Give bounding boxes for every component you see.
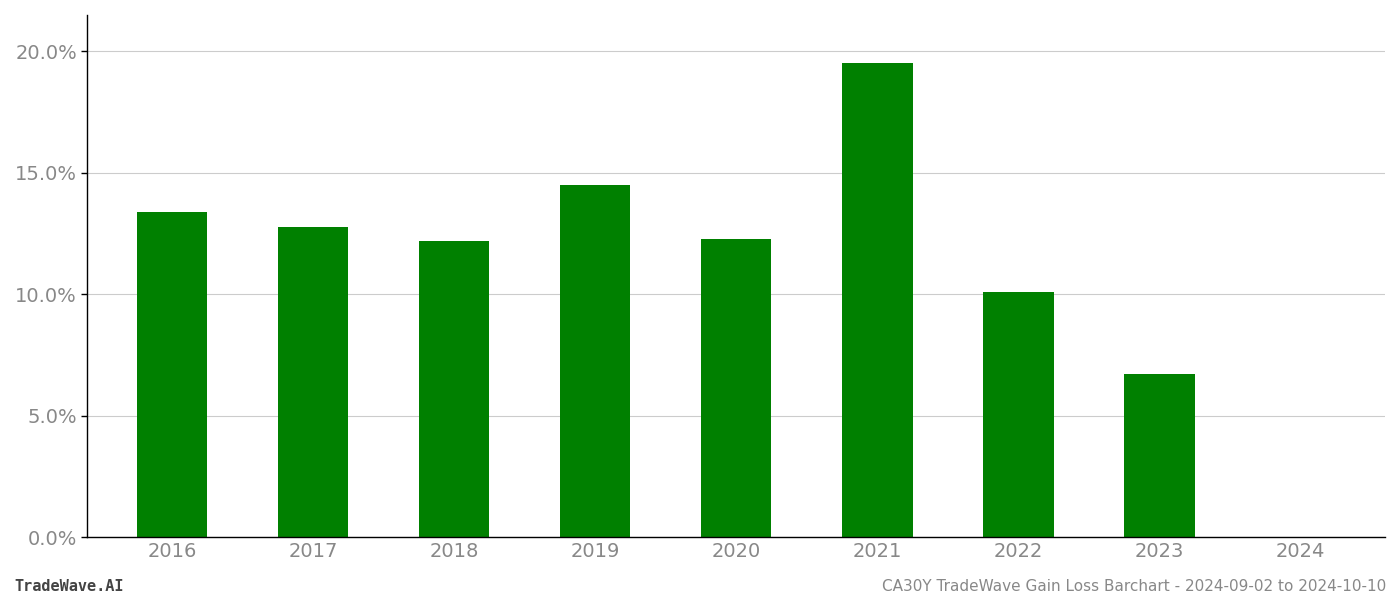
Text: CA30Y TradeWave Gain Loss Barchart - 2024-09-02 to 2024-10-10: CA30Y TradeWave Gain Loss Barchart - 202… [882,579,1386,594]
Bar [560,185,630,537]
Bar [419,241,490,537]
Bar [277,227,349,537]
Bar [701,239,771,537]
Bar [137,212,207,537]
Text: TradeWave.AI: TradeWave.AI [14,579,123,594]
Bar [1124,374,1194,537]
Bar [841,63,913,537]
Bar [983,292,1054,537]
